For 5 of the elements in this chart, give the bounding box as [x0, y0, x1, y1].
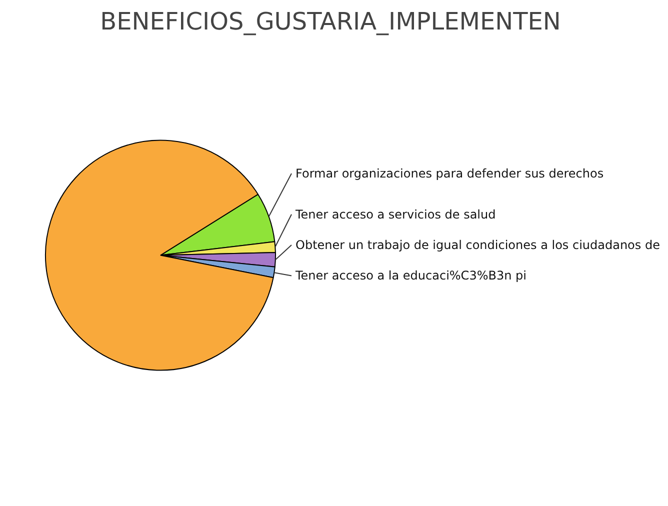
slice-label: Formar organizaciones para defender sus derechos: [296, 166, 604, 180]
slice-label: Tener acceso a servicios de salud: [294, 207, 496, 222]
chart-title: BENEFICIOS_GUSTARIA_IMPLEMENTEN: [100, 8, 561, 36]
slice-label: Obtener un trabajo de igual condiciones a los ciudadanos de: [296, 238, 660, 252]
slice-label: Tener acceso a la educaci%C3%B3n pi: [294, 268, 526, 283]
